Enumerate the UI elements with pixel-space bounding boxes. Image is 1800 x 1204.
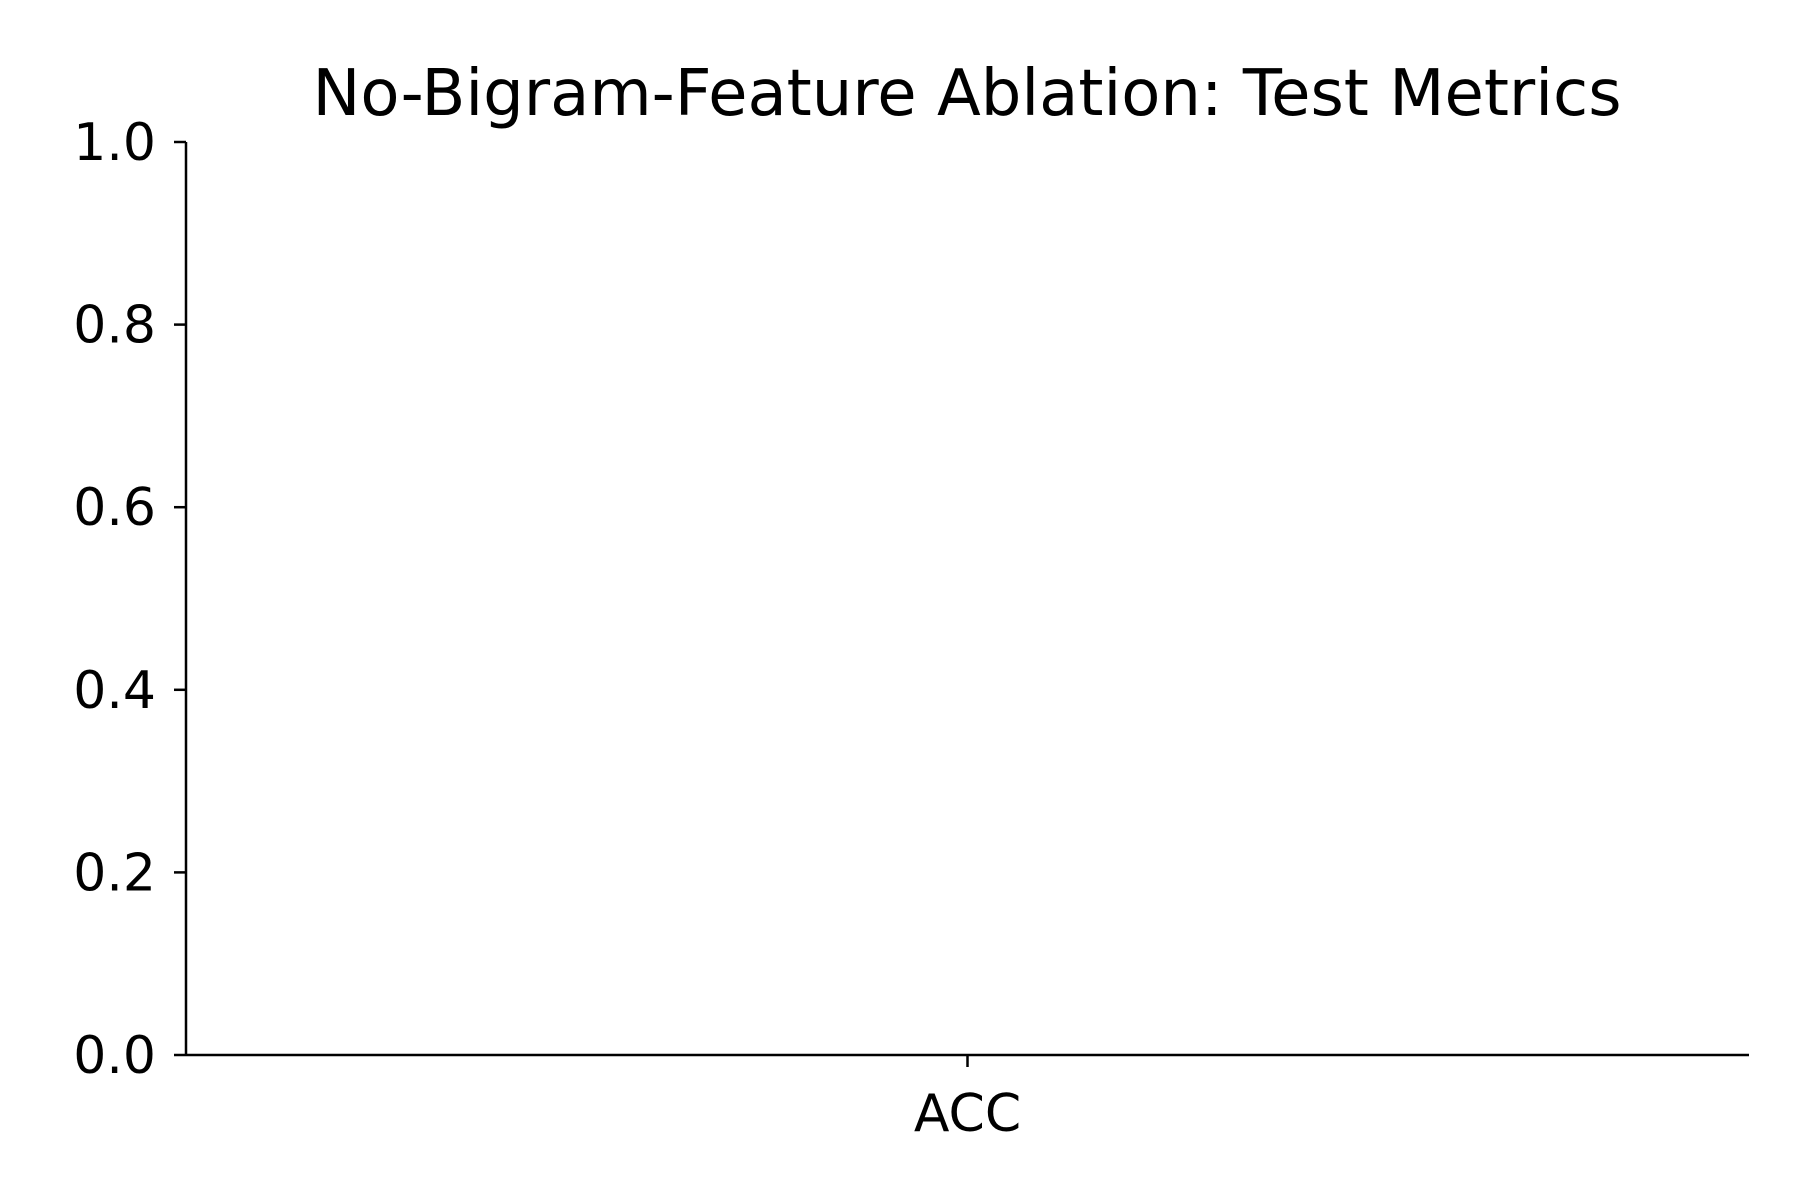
x-tick-label: ACC	[914, 1084, 1021, 1144]
chart-title: No-Bigram-Feature Ablation: Test Metrics	[312, 57, 1621, 131]
y-tick-label: 0.0	[73, 1026, 156, 1086]
y-axis-ticks: 0.0 0.2 0.4 0.6 0.8 1.0	[73, 113, 186, 1086]
y-tick-label: 1.0	[73, 113, 156, 173]
y-tick-label: 0.8	[73, 296, 156, 356]
x-axis-ticks: ACC	[914, 1055, 1021, 1144]
y-tick-label: 0.4	[73, 661, 156, 721]
y-tick-label: 0.6	[73, 478, 156, 538]
y-tick-label: 0.2	[73, 843, 156, 903]
